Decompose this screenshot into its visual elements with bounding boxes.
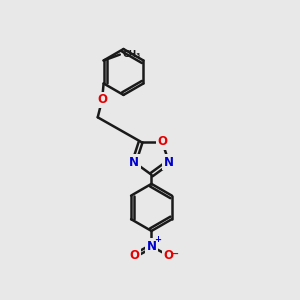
Text: N: N (129, 156, 139, 169)
Text: CH₃: CH₃ (122, 50, 140, 59)
Text: +: + (154, 235, 161, 244)
Text: −: − (170, 249, 180, 259)
Text: O: O (164, 249, 174, 262)
Text: O: O (129, 249, 140, 262)
Text: N: N (146, 240, 157, 253)
Text: O: O (97, 93, 107, 106)
Text: O: O (157, 135, 167, 148)
Text: N: N (164, 156, 174, 169)
